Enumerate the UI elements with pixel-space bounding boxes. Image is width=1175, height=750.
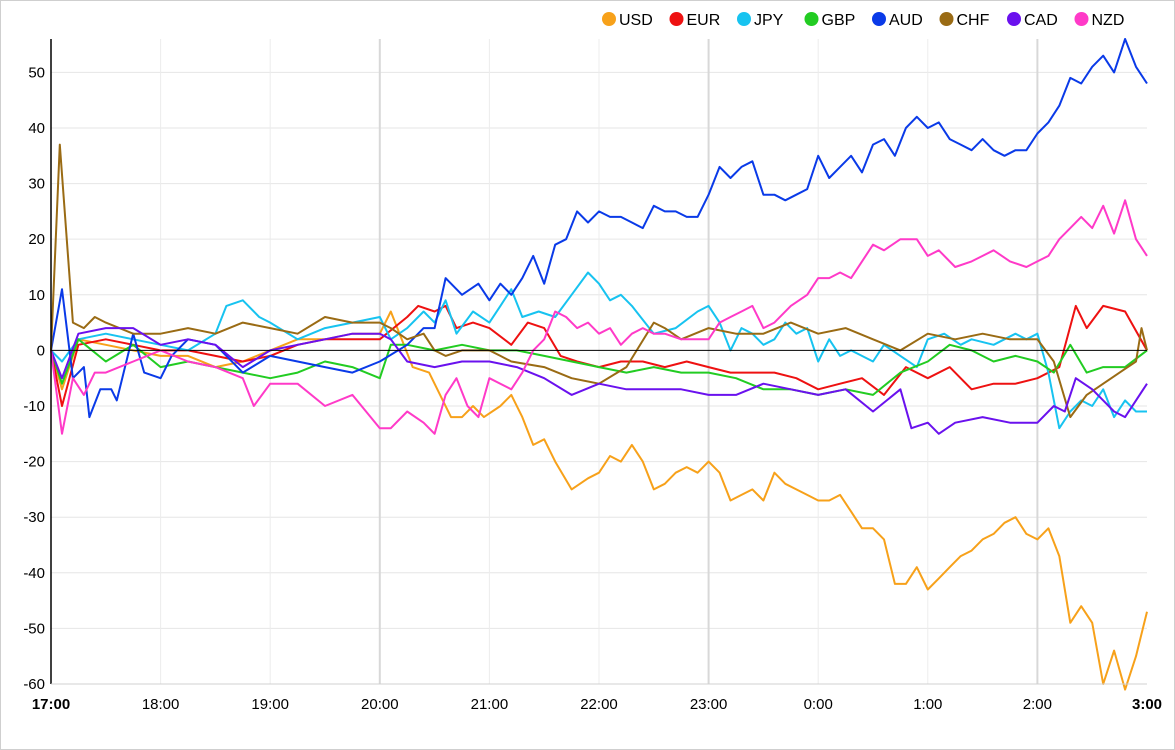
x-tick-label: 18:00 [142, 696, 180, 713]
y-tick-label: 30 [28, 176, 45, 193]
legend-swatch [872, 12, 886, 26]
legend-label: CAD [1024, 12, 1058, 29]
y-tick-label: -20 [23, 454, 45, 471]
y-tick-label: -30 [23, 509, 45, 526]
legend-item-usd[interactable]: USD [602, 12, 653, 29]
x-tick-label: 0:00 [804, 696, 833, 713]
y-tick-label: -10 [23, 398, 45, 415]
legend-item-chf[interactable]: CHF [939, 12, 990, 29]
y-tick-label: 50 [28, 64, 45, 81]
legend-label: AUD [889, 12, 923, 29]
legend[interactable]: USD EUR JPY GBP AUD CHF CAD NZD [602, 12, 1124, 29]
x-tick-label: 19:00 [251, 696, 289, 713]
x-tick-label: 3:00 [1132, 696, 1162, 713]
legend-swatch [1007, 12, 1021, 26]
series-line-nzd [50, 199, 1148, 435]
grid [51, 39, 1147, 685]
legend-swatch [602, 12, 616, 26]
x-tick-label: 20:00 [361, 696, 399, 713]
y-tick-label: 0 [37, 342, 45, 359]
legend-swatch [939, 12, 954, 26]
x-tick-label: 17:00 [32, 696, 70, 713]
series-line-jpy [50, 271, 1147, 430]
x-tick-label: 22:00 [580, 696, 618, 713]
y-tick-label: 10 [28, 287, 45, 304]
axes: 50 40 30 20 10 0 -10 -20 -30 -40 -50 -60 17:00 18:00 1… [23, 39, 1162, 713]
legend-item-aud[interactable]: AUD [872, 12, 923, 29]
legend-label: CHF [957, 12, 990, 29]
legend-item-cad[interactable]: CAD [1007, 12, 1058, 29]
legend-item-eur[interactable]: EUR [669, 12, 721, 29]
y-tick-label: -60 [23, 676, 45, 693]
y-tick-label: -50 [23, 620, 45, 637]
legend-item-nzd[interactable]: NZD [1074, 12, 1125, 29]
legend-label: JPY [754, 12, 784, 29]
x-tick-label: 2:00 [1023, 696, 1052, 713]
series-line-usd [50, 310, 1148, 691]
x-tick-label: 1:00 [913, 696, 942, 713]
legend-label: USD [619, 12, 653, 29]
legend-label: EUR [687, 12, 721, 29]
series-line-gbp [50, 338, 1148, 396]
legend-item-jpy[interactable]: JPY [737, 12, 784, 29]
series-lines [50, 38, 1148, 691]
legend-swatch [1074, 12, 1089, 26]
y-tick-label: 20 [28, 231, 45, 248]
series-line-aud [50, 38, 1148, 419]
legend-swatch [737, 12, 751, 26]
y-tick-label: -40 [23, 565, 45, 582]
legend-item-gbp[interactable]: GBP [804, 12, 856, 29]
series-line-cad [50, 327, 1148, 435]
series-line-chf [50, 143, 1148, 419]
legend-swatch [669, 12, 684, 26]
legend-label: NZD [1092, 12, 1125, 29]
legend-swatch [804, 12, 819, 26]
x-tick-label: 21:00 [471, 696, 509, 713]
legend-label: GBP [822, 12, 856, 29]
x-tick-label: 23:00 [690, 696, 728, 713]
y-tick-label: 40 [28, 120, 45, 137]
